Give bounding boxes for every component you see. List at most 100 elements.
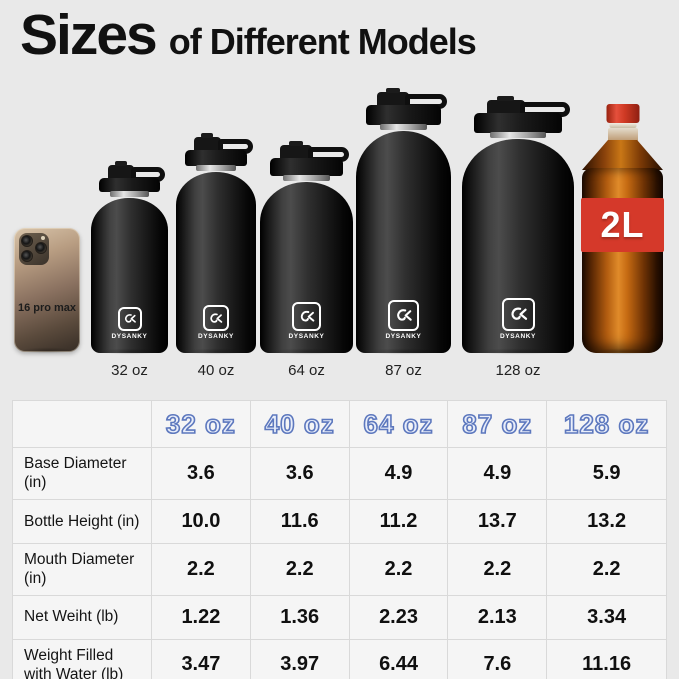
brand-name: DYSANKY [385, 333, 422, 340]
title-sub: of Different Models [168, 21, 477, 62]
bottle-spout [193, 133, 221, 152]
bottle-lid [99, 178, 160, 192]
spec-value-cell: 11.2 [348, 498, 449, 544]
bottle-64oz: DYSANKY 64 oz [254, 141, 359, 379]
spec-row-label: Net Weiht (lb) [12, 594, 152, 640]
col-header-64oz: 64 oz [348, 400, 449, 448]
brand-logo: DYSANKY [260, 302, 353, 340]
brand-logo: DYSANKY [462, 298, 574, 340]
page-title: Sizes of Different Models [20, 3, 477, 67]
spec-row-label: Weight Filled with Water (lb) [12, 638, 152, 679]
spec-value-cell: 3.6 [151, 447, 251, 500]
spec-value-cell: 5.9 [546, 447, 667, 500]
cola-bottle: 2L [577, 104, 668, 356]
spec-value-cell: 2.2 [546, 542, 667, 596]
camera-flash-icon [41, 236, 45, 240]
phone-camera-module [19, 233, 49, 265]
phone-label: 16 pro max [17, 302, 77, 314]
brand-name: DYSANKY [500, 333, 536, 340]
spec-value-cell: 1.36 [249, 594, 350, 640]
bottle-spout [280, 141, 313, 160]
spec-value-cell: 1.22 [151, 594, 251, 640]
spec-value-cell: 2.2 [249, 542, 350, 596]
brand-name: DYSANKY [288, 333, 325, 340]
brand-name: DYSANKY [111, 333, 148, 340]
spec-value-cell: 4.9 [348, 447, 449, 500]
brand-logo-icon [388, 300, 419, 331]
bottle-body: DYSANKY [91, 198, 168, 353]
spec-value-cell: 2.13 [447, 594, 548, 640]
camera-lens-icon [21, 250, 33, 262]
phone-shadow [10, 346, 84, 355]
spec-header-row: 32 oz 40 oz 64 oz 87 oz 128 oz [12, 400, 667, 448]
spec-row-mouth-diameter: Mouth Diameter (in) 2.2 2.2 2.2 2.2 2.2 [12, 542, 667, 596]
brand-logo: DYSANKY [356, 300, 451, 340]
spec-value-cell: 2.23 [348, 594, 449, 640]
bottle-collar [196, 165, 236, 171]
bottle-spout [486, 96, 525, 115]
brand-logo-icon [117, 307, 142, 331]
spec-value-cell: 11.6 [249, 498, 350, 544]
spec-value-cell: 4.9 [447, 447, 548, 500]
brand-logo-icon [203, 305, 229, 331]
spec-table: 32 oz 40 oz 64 oz 87 oz 128 oz Base Diam… [12, 400, 667, 679]
bottle-lid [366, 105, 441, 125]
bottle-body: DYSANKY [356, 131, 451, 353]
col-header-128oz: 128 oz [546, 400, 667, 448]
title-main: Sizes [20, 3, 158, 67]
cola-shoulder [582, 140, 663, 170]
brand-logo: DYSANKY [91, 307, 168, 340]
bottle-collar [283, 175, 330, 181]
cola-label: 2L [581, 198, 664, 252]
cola-body: 2L [581, 168, 664, 353]
bottle-size-caption: 32 oz [111, 362, 148, 379]
bottle-size-caption: 87 oz [385, 362, 422, 379]
spec-value-cell: 2.2 [447, 542, 548, 596]
bottle-body: DYSANKY [462, 139, 574, 353]
bottle-lid [270, 158, 343, 176]
camera-lens-icon [21, 235, 33, 247]
bottle-collar [110, 191, 149, 197]
cola-shadow [577, 347, 668, 356]
spec-value-cell: 7.6 [447, 638, 548, 679]
bottle-32oz: DYSANKY 32 oz [86, 161, 173, 379]
bottle-40oz: DYSANKY 40 oz [171, 133, 261, 379]
bottle-body: DYSANKY [260, 182, 353, 353]
bottle-shadow [455, 347, 581, 356]
spec-row-base-diameter: Base Diameter (in) 3.6 3.6 4.9 4.9 5.9 [12, 447, 667, 500]
spec-row-label: Bottle Height (in) [12, 498, 152, 544]
bottle-shadow [254, 347, 359, 356]
spec-value-cell: 3.34 [546, 594, 667, 640]
bottle-size-caption: 64 oz [288, 362, 325, 379]
spec-value-cell: 13.7 [447, 498, 548, 544]
spec-value-cell: 13.2 [546, 498, 667, 544]
bottle-shadow [86, 347, 173, 356]
bottle-87oz: DYSANKY 87 oz [350, 88, 457, 379]
col-header-40oz: 40 oz [249, 400, 350, 448]
spec-corner-cell [12, 400, 152, 448]
bottle-shadow [350, 347, 457, 356]
bottle-lid [184, 150, 248, 166]
bottle-body: DYSANKY [176, 172, 256, 353]
spec-row-net-weight: Net Weiht (lb) 1.22 1.36 2.23 2.13 3.34 [12, 594, 667, 640]
spec-value-cell: 3.47 [151, 638, 251, 679]
camera-lens-icon [35, 242, 47, 254]
bottle-shadow [171, 347, 261, 356]
cola-neck [607, 128, 638, 142]
spec-row-bottle-height: Bottle Height (in) 10.0 11.6 11.2 13.7 1… [12, 498, 667, 544]
brand-name: DYSANKY [198, 333, 234, 340]
spec-value-cell: 10.0 [151, 498, 251, 544]
bottle-128oz: DYSANKY 128 oz [455, 96, 581, 379]
bottle-size-caption: 40 oz [197, 362, 235, 379]
spec-value-cell: 3.6 [249, 447, 350, 500]
brand-logo-icon [501, 298, 535, 331]
bottle-lid [474, 113, 562, 133]
spec-value-cell: 3.97 [249, 638, 350, 679]
bottle-spout [107, 161, 135, 180]
bottle-size-caption: 128 oz [495, 362, 541, 379]
cola-neck-ring [609, 123, 636, 128]
phone: 16 pro max [10, 228, 84, 355]
spec-row-label: Base Diameter (in) [12, 447, 152, 500]
